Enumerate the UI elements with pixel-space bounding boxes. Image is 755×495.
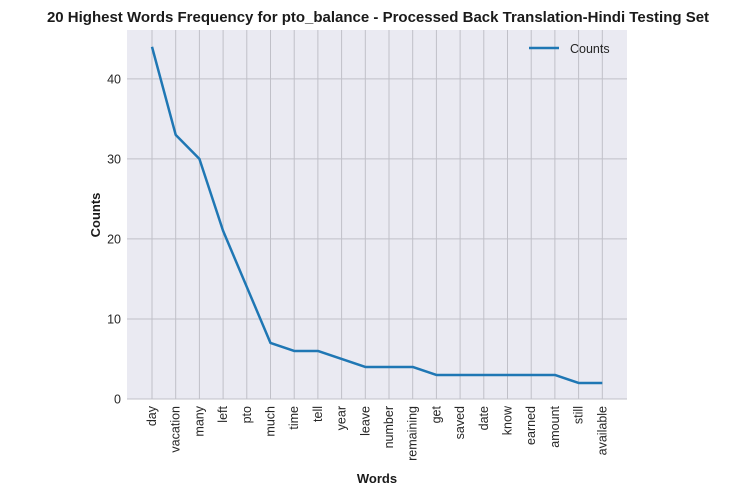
x-tick-label: earned: [524, 406, 538, 445]
x-tick-label: time: [287, 406, 301, 430]
x-tick-label: remaining: [406, 406, 420, 461]
y-tick-label: 0: [114, 393, 121, 407]
chart-title: 20 Highest Words Frequency for pto_balan…: [47, 9, 709, 26]
y-tick-label: 10: [107, 312, 121, 326]
x-tick-label: leave: [358, 406, 372, 436]
y-axis-ticks: 0 10 20 30 40: [107, 72, 121, 406]
x-tick-label: day: [145, 405, 159, 426]
x-axis-ticks: day vacation many left pto much time tell year le…: [145, 405, 609, 461]
legend: Counts: [529, 42, 610, 56]
x-tick-label: number: [382, 406, 396, 448]
x-tick-label: much: [264, 406, 278, 437]
grid: [127, 30, 627, 400]
series-layer: [150, 46, 603, 385]
legend-label: Counts: [570, 42, 610, 56]
x-tick-label: date: [477, 406, 491, 430]
x-tick-label: still: [572, 406, 586, 424]
x-tick-label: know: [501, 405, 515, 435]
y-tick-label: 40: [107, 72, 121, 86]
y-axis-label: Counts: [88, 193, 103, 238]
x-tick-label: available: [595, 406, 609, 455]
x-tick-label: left: [216, 405, 230, 422]
series-line-counts: [150, 46, 603, 385]
y-tick-label: 30: [107, 152, 121, 166]
x-tick-label: many: [192, 405, 206, 436]
x-tick-label: year: [335, 406, 349, 430]
y-tick-label: 20: [107, 232, 121, 246]
x-tick-label: vacation: [169, 406, 183, 453]
x-tick-label: get: [429, 405, 443, 423]
x-tick-label: pto: [240, 406, 254, 423]
x-tick-label: saved: [453, 406, 467, 439]
plot-area: [127, 30, 627, 399]
x-tick-label: amount: [548, 405, 562, 447]
x-axis-label: Words: [357, 471, 397, 486]
x-tick-label: tell: [311, 406, 325, 422]
